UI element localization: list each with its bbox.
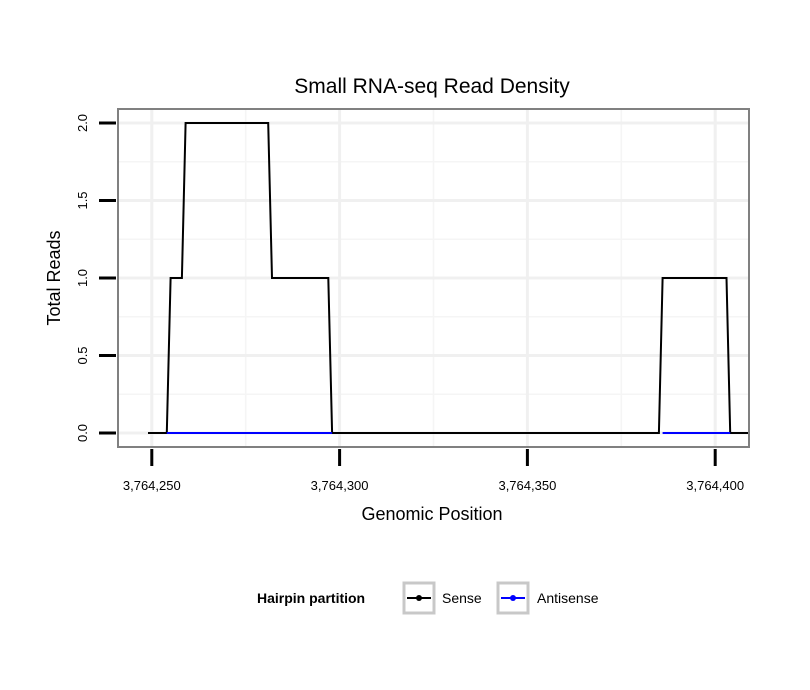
x-tick-label: 3,764,350 — [498, 478, 556, 493]
y-tick-label: 1.5 — [75, 191, 90, 209]
y-tick-label: 1.0 — [75, 269, 90, 287]
legend-label-sense: Sense — [442, 590, 482, 606]
series-line-sense — [148, 122, 749, 434]
legend-entry-sense: Sense — [402, 581, 482, 615]
legend-point-antisense — [510, 595, 516, 601]
x-tick-label: 3,764,300 — [311, 478, 369, 493]
y-tick-label: 0.5 — [75, 346, 90, 364]
chart-title: Small RNA-seq Read Density — [294, 75, 570, 98]
legend-title: Hairpin partition — [257, 590, 365, 606]
x-tick-label: 3,764,250 — [123, 478, 181, 493]
plot-border — [117, 108, 750, 448]
y-tick-label: 0.0 — [75, 424, 90, 442]
y-axis-title: Total Reads — [44, 230, 64, 325]
legend-label-antisense: Antisense — [537, 590, 599, 606]
legend: Hairpin partition Sense Antisense — [257, 581, 599, 615]
legend-entry-antisense: Antisense — [496, 581, 599, 615]
plot-area — [117, 108, 750, 448]
x-tick-label: 3,764,400 — [686, 478, 744, 493]
data-series — [148, 122, 749, 434]
x-axis: 3,764,250 3,764,300 3,764,350 3,764,400 — [123, 449, 744, 493]
legend-point-sense — [416, 595, 422, 601]
x-axis-title: Genomic Position — [361, 504, 502, 524]
y-tick-label: 2.0 — [75, 114, 90, 132]
y-axis: 0.0 0.5 1.0 1.5 2.0 — [75, 114, 116, 442]
